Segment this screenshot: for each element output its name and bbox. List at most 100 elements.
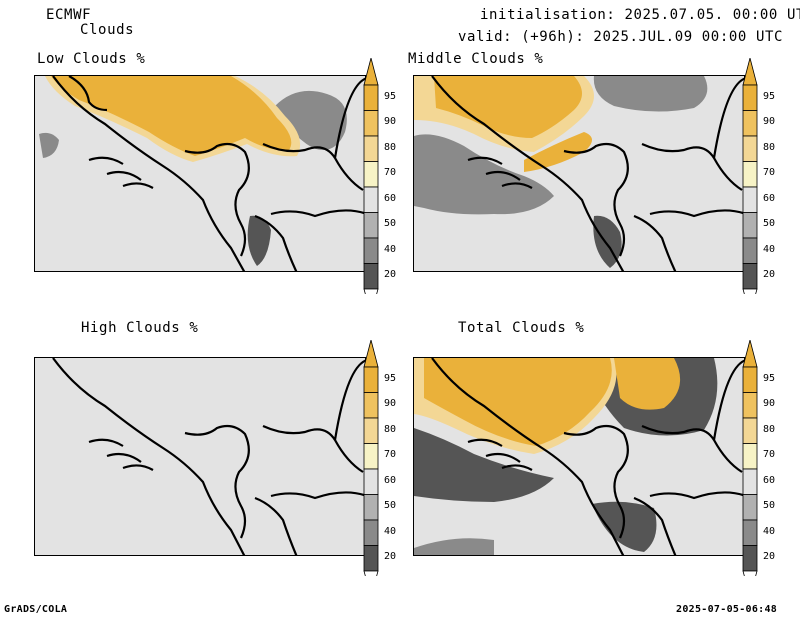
colorbar-box — [363, 161, 379, 188]
colorbar-tick-label: 20 — [384, 551, 397, 563]
colorbar-box — [363, 263, 379, 290]
border-line — [333, 359, 365, 441]
colorbar-tick-label: 20 — [763, 551, 776, 563]
cloud-cover-gray — [39, 132, 59, 158]
colorbar-box — [742, 161, 758, 188]
colorbar-tick-label: 90 — [384, 398, 397, 410]
colorbar-bottom-arrow — [742, 288, 758, 294]
map-total-clouds — [413, 357, 745, 556]
colorbar-box — [742, 84, 758, 111]
border-line — [333, 77, 365, 159]
colorbar-top-arrow — [742, 340, 758, 368]
colorbar-tick-label: 90 — [763, 398, 776, 410]
colorbar-tick-label: 50 — [763, 218, 776, 230]
border-line — [712, 359, 744, 441]
colorbar-tick-label: 95 — [763, 372, 776, 384]
border-line — [52, 358, 246, 555]
colorbar-tick-label: 40 — [763, 525, 776, 537]
colorbar-bottom-arrow — [742, 570, 758, 576]
colorbar-tick-label: 50 — [384, 218, 397, 230]
coast-island — [88, 156, 124, 165]
map-high-clouds — [34, 357, 366, 556]
colorbar-box — [363, 366, 379, 393]
colorbar-box — [363, 237, 379, 264]
colorbar-tick-label: 40 — [763, 243, 776, 255]
coast-island — [467, 438, 503, 447]
map-total-svg — [414, 358, 744, 555]
colorbar-tick-label: 95 — [384, 372, 397, 384]
colorbar-box — [363, 519, 379, 546]
cloud-cover-orange — [434, 76, 582, 138]
colorbar-svg — [363, 58, 379, 294]
colorbar-tick-label: 70 — [763, 449, 776, 461]
colorbar-box — [363, 494, 379, 521]
footer-credit: GrADS/COLA — [4, 604, 68, 615]
colorbar: 95 90 80 70 60 50 40 20 — [741, 58, 800, 294]
cloud-cover-dark — [414, 428, 554, 502]
panel-title-low: Low Clouds % — [37, 51, 146, 67]
colorbar-tick-label: 50 — [384, 500, 397, 512]
border-line — [184, 424, 250, 539]
coast-island — [485, 452, 521, 463]
coast-island — [501, 464, 533, 471]
colorbar-box — [742, 366, 758, 393]
colorbar-box — [363, 468, 379, 495]
colorbar-box — [742, 135, 758, 162]
colorbar-tick-label: 70 — [384, 449, 397, 461]
map-low-svg — [39, 76, 365, 271]
colorbar-top-arrow — [742, 58, 758, 86]
colorbar-svg — [363, 340, 379, 576]
border-line — [254, 496, 298, 555]
border-line — [262, 424, 364, 473]
map-middle-clouds — [413, 75, 745, 272]
colorbar-box — [742, 212, 758, 239]
cloud-cover-gray — [275, 90, 347, 150]
colorbar-box — [363, 186, 379, 213]
coast-island — [106, 452, 142, 463]
colorbar-tick-label: 80 — [384, 423, 397, 435]
border-line — [633, 214, 677, 271]
cloud-cover-orange — [51, 76, 292, 156]
coast-island — [88, 438, 124, 447]
colorbar-tick-label: 80 — [763, 141, 776, 153]
border-line — [254, 214, 298, 271]
colorbar-top-arrow — [363, 58, 379, 86]
colorbar-box — [742, 443, 758, 470]
border-line — [270, 491, 365, 500]
cloud-cover-orange — [614, 358, 681, 410]
border-line — [641, 142, 743, 191]
colorbar-svg — [742, 58, 758, 294]
colorbar-tick-label: 95 — [763, 90, 776, 102]
border-line — [712, 77, 744, 159]
map-low-clouds — [34, 75, 366, 272]
colorbar-box — [363, 110, 379, 137]
coast-island — [106, 170, 142, 181]
cloud-cover-gray — [414, 538, 494, 555]
cloud-cover-gray — [247, 215, 271, 266]
border-line — [262, 142, 364, 191]
model-name: ECMWF — [46, 7, 92, 23]
colorbar: 95 90 80 70 60 50 40 20 — [362, 340, 426, 576]
coast-island — [485, 170, 521, 181]
colorbar-svg — [742, 340, 758, 576]
colorbar-tick-label: 60 — [384, 474, 397, 486]
colorbar-box — [742, 263, 758, 290]
colorbar: 95 90 80 70 60 50 40 20 — [741, 340, 800, 576]
colorbar-box — [742, 186, 758, 213]
border-line — [641, 424, 743, 473]
colorbar-tick-label: 90 — [763, 116, 776, 128]
map-middle-svg — [414, 76, 744, 271]
colorbar-tick-label: 40 — [384, 525, 397, 537]
colorbar-box — [742, 392, 758, 419]
coast-island — [501, 182, 533, 189]
colorbar-box — [742, 519, 758, 546]
colorbar-box — [363, 212, 379, 239]
colorbar-tick-label: 70 — [384, 167, 397, 179]
product-name: Clouds — [80, 22, 135, 38]
footer-timestamp: 2025-07-05-06:48 — [676, 604, 778, 615]
border-line — [270, 209, 365, 218]
colorbar-tick-label: 80 — [763, 423, 776, 435]
cloud-cover-gray — [414, 134, 554, 215]
coast-island — [467, 156, 503, 165]
border-line — [649, 491, 744, 500]
